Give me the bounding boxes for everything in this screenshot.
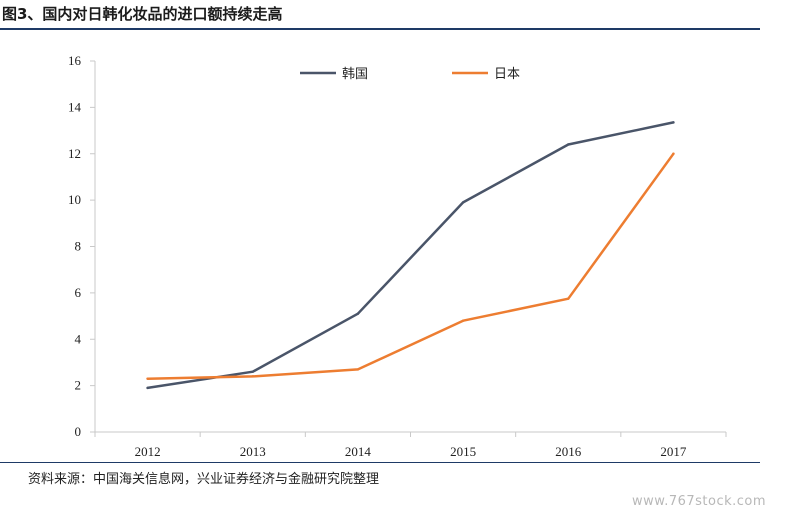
data-point [672,152,675,155]
series-line-japan [146,152,675,380]
x-tick-label: 2014 [345,444,372,459]
x-tick-label: 2015 [450,444,476,459]
legend-label: 日本 [494,67,520,82]
title-divider [0,28,760,30]
data-point [567,297,570,300]
y-tick-label: 8 [75,239,82,254]
source-note: 资料来源：中国海关信息网，兴业证券经济与金融研究院整理 [28,472,380,487]
chart-legend: 韩国 日本 [300,67,520,82]
series-line-korea [146,121,675,390]
y-tick-label: 12 [68,146,81,161]
data-point [356,368,360,371]
chart-axes: 0 2 4 6 8 10 12 14 16 2012 2013 2014 2015 2016 2017 [68,53,727,459]
line-chart: 0 2 4 6 8 10 12 14 16 2012 2013 2014 2015 2016 2017 韩国… [68,53,727,459]
data-point [251,370,254,373]
data-point [567,143,570,146]
data-point [146,377,149,380]
chart-series [146,121,675,390]
data-point [461,319,465,322]
y-tick-label: 2 [75,378,82,393]
data-point [356,312,360,315]
legend-label: 韩国 [342,67,368,82]
source-divider [0,462,760,463]
data-point [672,121,675,124]
data-point [461,201,465,204]
y-tick-label: 10 [68,192,81,207]
data-point [251,375,254,378]
y-tick-label: 4 [75,331,82,346]
x-tick-label: 2013 [240,444,266,459]
x-tick-label: 2017 [660,444,687,459]
x-tick-label: 2016 [555,444,582,459]
y-tick-label: 6 [75,285,82,300]
figure-title: 图3、国内对日韩化妆品的进口额持续走高 [2,5,283,23]
y-tick-label: 16 [68,53,82,68]
watermark: www.767stock.com [632,494,767,509]
y-tick-label: 14 [68,99,82,114]
x-tick-label: 2012 [135,444,161,459]
y-tick-label: 0 [75,424,82,439]
data-point [146,386,149,390]
